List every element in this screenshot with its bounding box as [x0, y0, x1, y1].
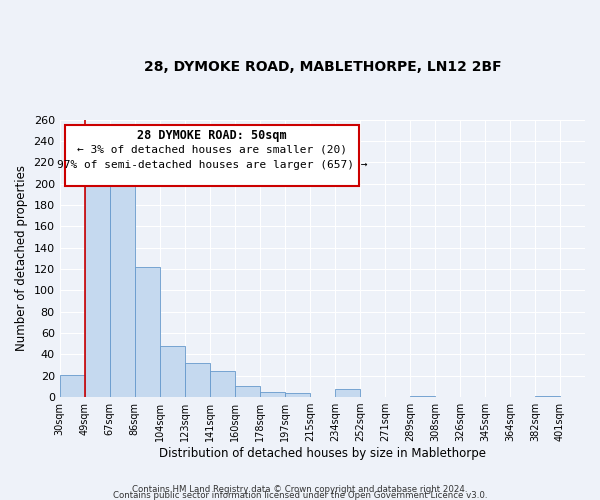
- Bar: [410, 396, 435, 397]
- Bar: [85, 184, 110, 397]
- Title: 28, DYMOKE ROAD, MABLETHORPE, LN12 2BF: 28, DYMOKE ROAD, MABLETHORPE, LN12 2BF: [143, 60, 501, 74]
- Text: Contains HM Land Registry data © Crown copyright and database right 2024.: Contains HM Land Registry data © Crown c…: [132, 484, 468, 494]
- Text: 28 DYMOKE ROAD: 50sqm: 28 DYMOKE ROAD: 50sqm: [137, 130, 287, 142]
- Bar: [535, 396, 560, 397]
- Text: ← 3% of detached houses are smaller (20): ← 3% of detached houses are smaller (20): [77, 144, 347, 154]
- Bar: [260, 392, 285, 397]
- Bar: [135, 267, 160, 397]
- X-axis label: Distribution of detached houses by size in Mablethorpe: Distribution of detached houses by size …: [159, 447, 486, 460]
- Bar: [185, 363, 210, 397]
- Y-axis label: Number of detached properties: Number of detached properties: [15, 166, 28, 352]
- FancyBboxPatch shape: [65, 125, 359, 186]
- Bar: [285, 393, 310, 397]
- Bar: [160, 346, 185, 397]
- Text: Contains public sector information licensed under the Open Government Licence v3: Contains public sector information licen…: [113, 490, 487, 500]
- Bar: [235, 386, 260, 397]
- Bar: [110, 172, 135, 397]
- Bar: [210, 372, 235, 397]
- Text: 97% of semi-detached houses are larger (657) →: 97% of semi-detached houses are larger (…: [57, 160, 367, 170]
- Bar: [59, 374, 85, 397]
- Bar: [335, 388, 360, 397]
